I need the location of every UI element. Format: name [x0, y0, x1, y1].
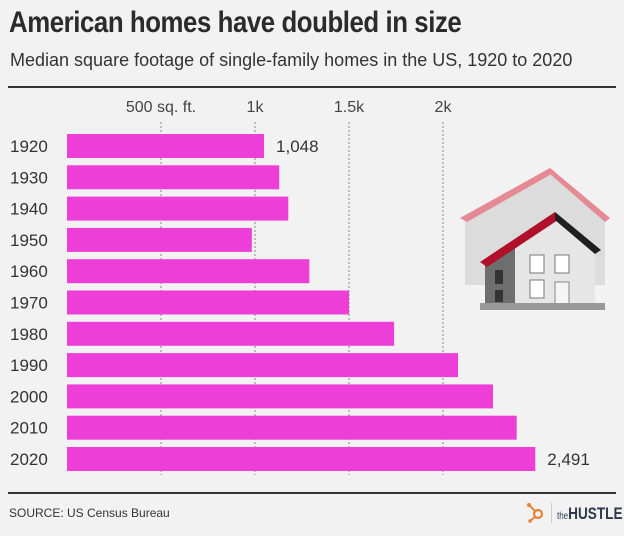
footer-divider: [8, 492, 616, 494]
bar: [67, 165, 280, 190]
y-tick-label: 2010: [10, 419, 48, 438]
bar: [67, 227, 252, 252]
data-label: 2,491: [547, 450, 590, 469]
bar: [67, 353, 459, 378]
header-divider: [8, 86, 616, 88]
y-tick-label: 2000: [10, 387, 48, 406]
bar: [67, 447, 536, 471]
y-tick-label: 2020: [10, 450, 48, 469]
chart-title: American homes have doubled in size: [9, 6, 462, 39]
bar: [67, 134, 265, 158]
brand-divider: [551, 503, 552, 523]
x-tick-label: 1k: [247, 99, 265, 116]
bar: [67, 384, 494, 409]
y-tick-label: 1990: [10, 356, 48, 375]
y-tick-label: 1930: [10, 168, 48, 187]
bar: [67, 415, 517, 440]
house-illustration: [460, 168, 610, 310]
y-tick-label: 1940: [10, 200, 48, 219]
x-tick-label: 1.5k: [334, 99, 365, 116]
bar: [67, 321, 395, 346]
y-tick-label: 1980: [10, 325, 48, 344]
x-tick-label: 500 sq. ft.: [126, 99, 196, 116]
bar: [67, 196, 289, 221]
y-tick-label: 1950: [10, 231, 48, 250]
bar: [67, 259, 310, 284]
brand-logo: theHUSTLE: [557, 504, 623, 524]
hubspot-sprocket-icon: [527, 503, 544, 523]
y-tick-label: 1970: [10, 294, 48, 313]
chart-subtitle: Median square footage of single-family h…: [10, 50, 573, 70]
bar: [67, 290, 349, 315]
y-tick-label: 1960: [10, 262, 48, 281]
data-label: 1,048: [276, 137, 319, 156]
y-tick-label: 1920: [10, 137, 48, 156]
x-tick-label: 2k: [435, 99, 453, 116]
source-note: SOURCE: US Census Bureau: [9, 506, 170, 520]
brand-prefix: the: [557, 511, 569, 522]
brand-name: HUSTLE: [568, 504, 623, 523]
